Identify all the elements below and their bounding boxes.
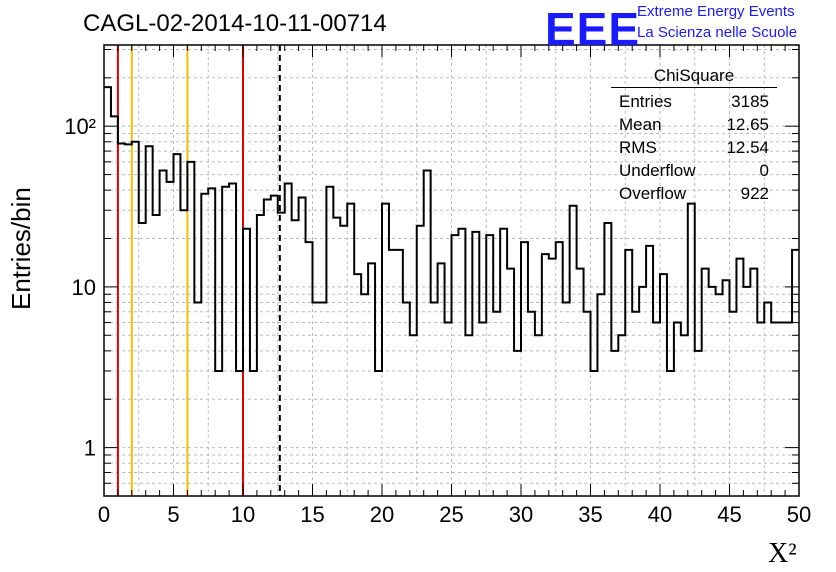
stat-value: 922 (740, 184, 769, 203)
x-tick-label: 15 (300, 502, 324, 527)
stat-row-rms: RMS 12.54 (611, 136, 777, 159)
x-tick-label: 25 (439, 502, 463, 527)
x-tick-label: 30 (509, 502, 533, 527)
axis-tick-labels: 0 5 10 15 20 25 30 35 40 45 50 1 10 10² (64, 114, 811, 527)
x-tick-label: 40 (648, 502, 672, 527)
stat-row-entries: Entries 3185 (611, 90, 777, 113)
y-tick-label: 10² (64, 114, 96, 139)
x-tick-label: 45 (717, 502, 741, 527)
stats-title: ChiSquare (611, 66, 777, 88)
y-axis-label: Entries/bin (6, 187, 36, 310)
x-tick-label: 5 (167, 502, 179, 527)
stat-row-underflow: Underflow 0 (611, 159, 777, 182)
chart-title: CAGL-02-2014-10-11-00714 (83, 10, 387, 37)
stat-label: Entries (619, 92, 672, 111)
x-axis-label: X² (768, 538, 797, 569)
y-tick-label: 1 (84, 436, 96, 461)
x-tick-label: 0 (98, 502, 110, 527)
stats-box: ChiSquare Entries 3185 Mean 12.65 RMS 12.54… (611, 66, 777, 205)
stat-label: Overflow (619, 184, 687, 203)
logo-caption-line2: La Scienza nelle Scuole (637, 24, 798, 41)
eee-logo: EEE (545, 3, 641, 55)
axis-ticks (103, 45, 800, 496)
x-tick-label: 50 (787, 502, 811, 527)
y-tick-label: 10 (72, 275, 96, 300)
stat-value: 0 (759, 161, 769, 180)
logo-caption-line1: Extreme Energy Events (637, 3, 795, 20)
stat-label: Underflow (619, 161, 696, 180)
reference-lines (116, 45, 281, 496)
stat-row-overflow: Overflow 922 (611, 182, 777, 205)
stat-label: RMS (619, 138, 657, 157)
stat-value: 12.65 (726, 115, 769, 134)
stat-label: Mean (619, 115, 662, 134)
x-tick-label: 10 (231, 502, 255, 527)
x-tick-label: 20 (370, 502, 394, 527)
stat-row-mean: Mean 12.65 (611, 113, 777, 136)
histogram-outline (104, 86, 799, 372)
x-tick-label: 35 (578, 502, 602, 527)
stat-value: 12.54 (726, 138, 769, 157)
stat-value: 3185 (731, 92, 769, 111)
